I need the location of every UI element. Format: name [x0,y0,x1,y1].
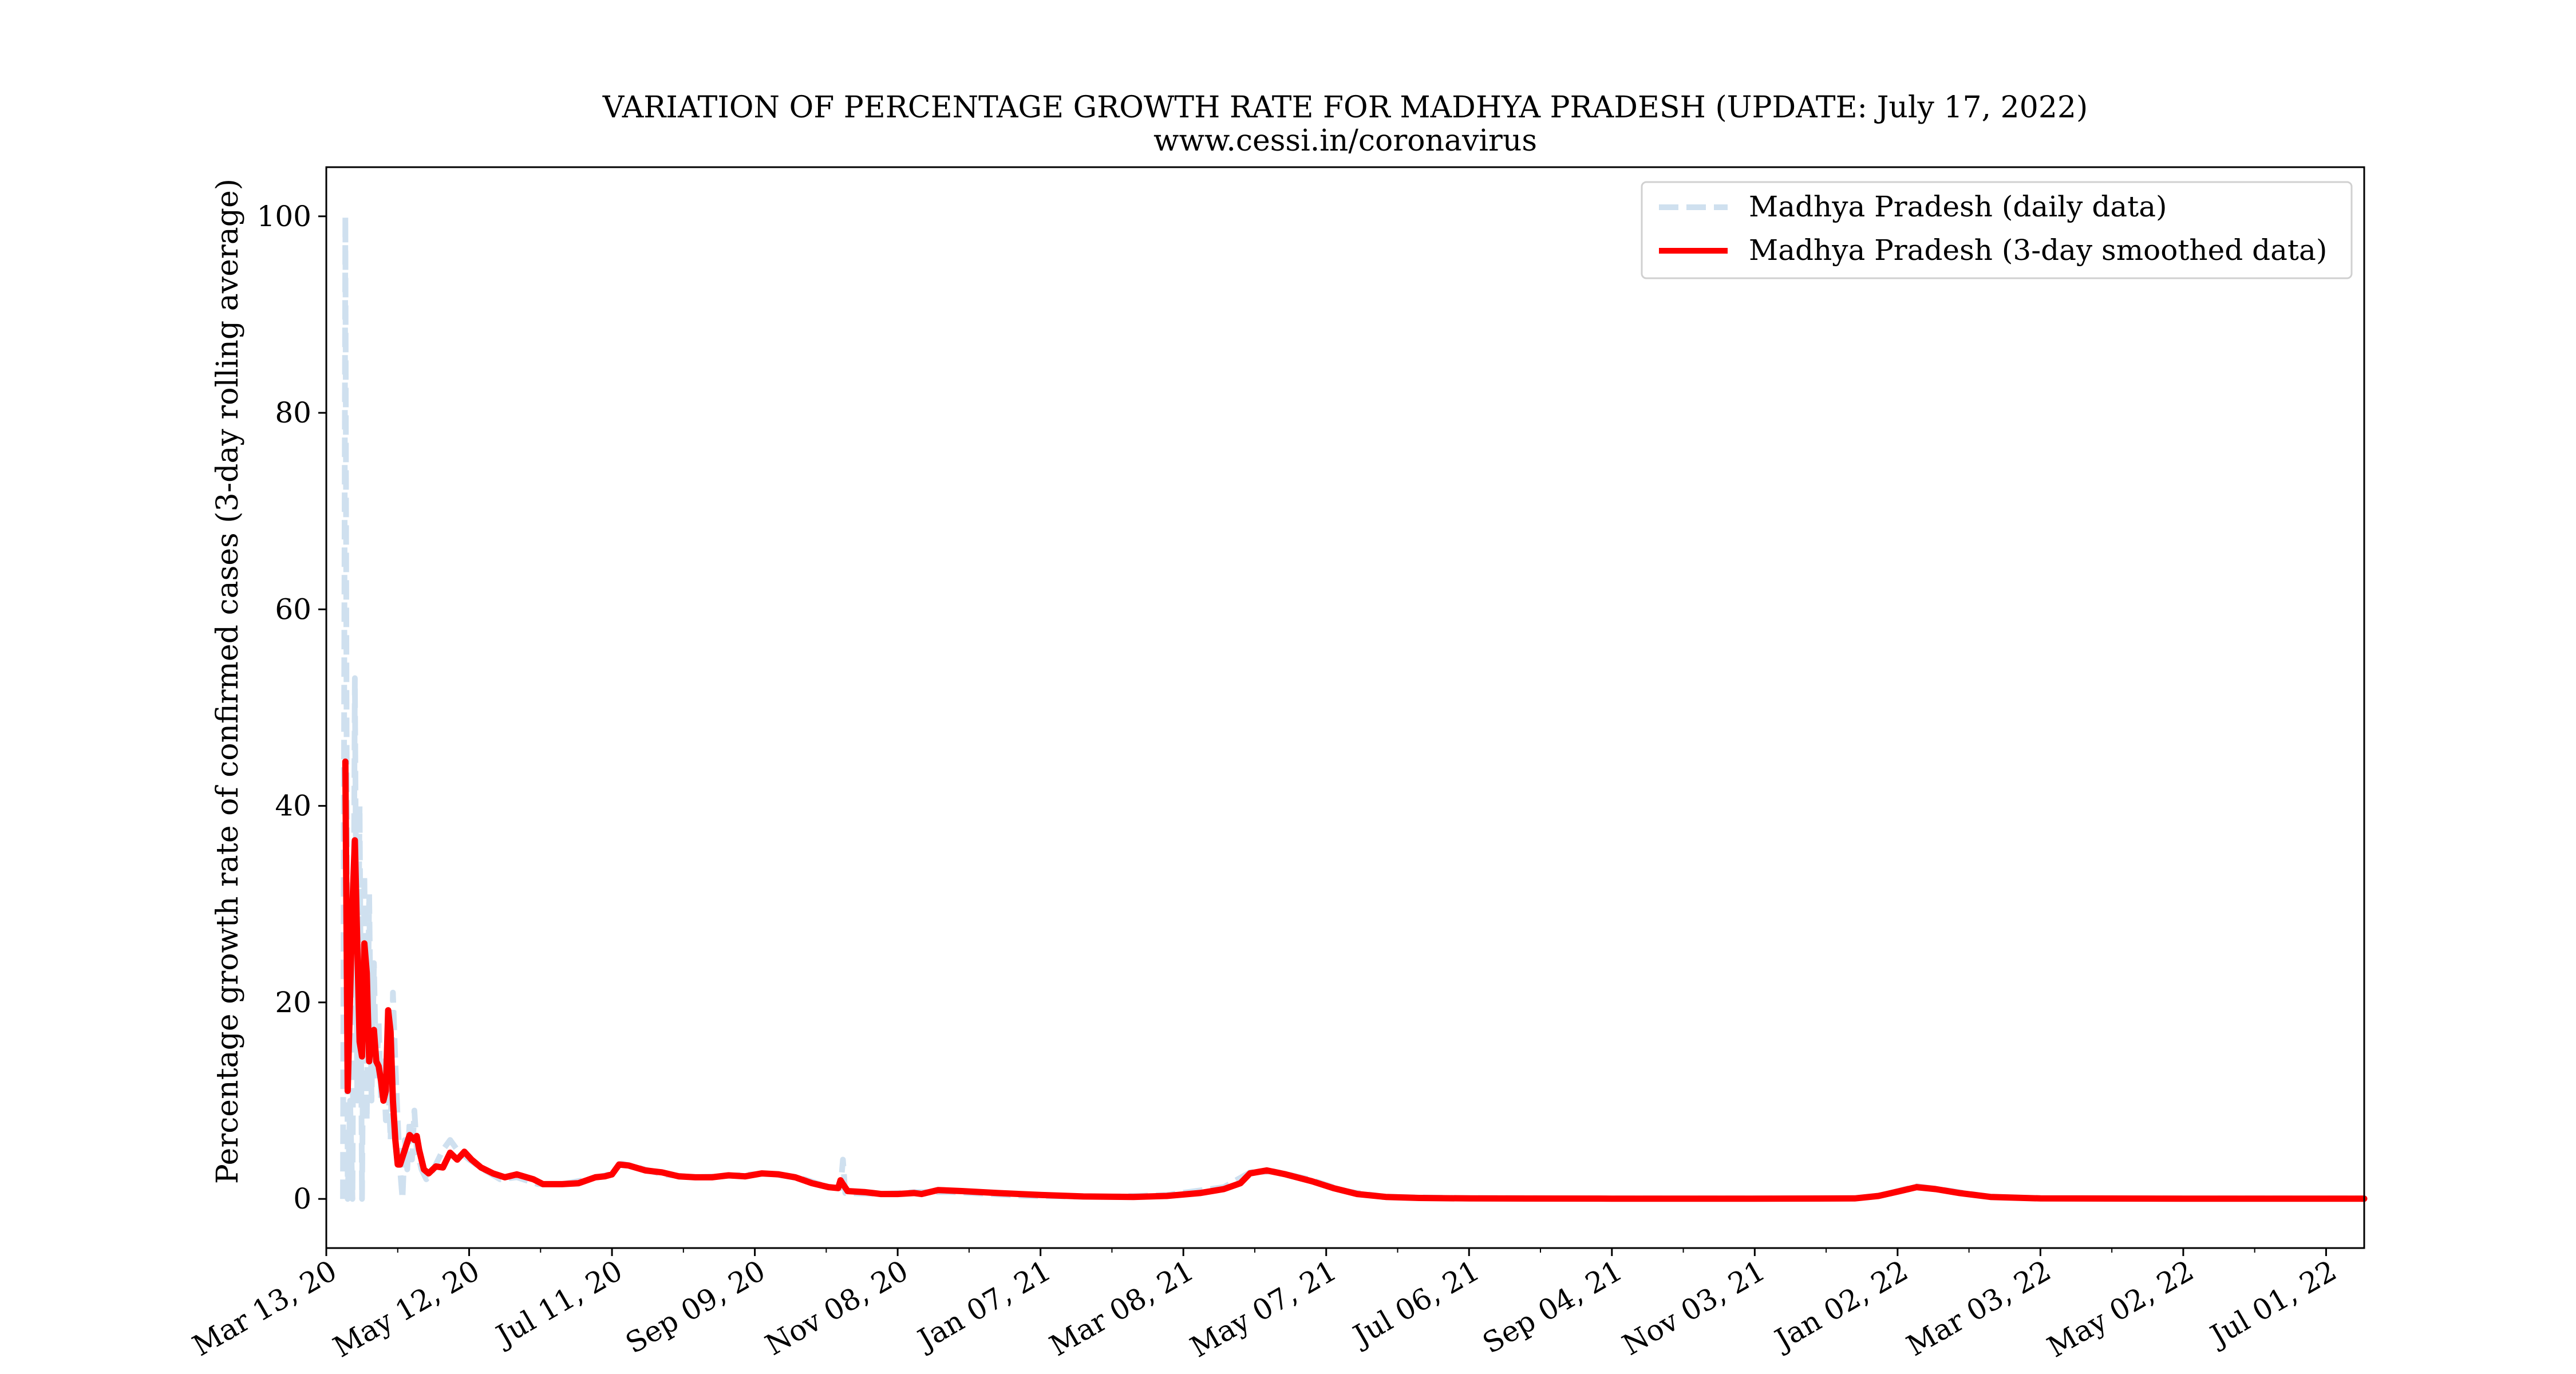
y-axis-label: Percentage growth rate of confirmed case… [211,179,245,1184]
plot-frame [325,166,2365,1249]
y-tick-label: 80 [275,396,311,429]
y-tick-label: 40 [275,789,311,823]
y-axis: 0 20 40 60 80 100 [257,200,326,1215]
legend: Madhya Pradesh (daily data) Madhya Prade… [1641,181,2353,279]
y-tick-label: 0 [293,1182,311,1215]
series-layer [340,213,2368,1202]
y-tick-label: 60 [275,593,311,626]
chart-subtitle: www.cessi.in/coronavirus [1153,124,1537,158]
chart-title: VARIATION OF PERCENTAGE GROWTH RATE FOR … [602,90,2088,125]
legend-label-daily: Madhya Pradesh (daily data) [1749,190,2167,223]
legend-box [1641,181,2353,279]
y-tick-label: 100 [257,200,311,233]
series-line-smoothed [342,758,2368,1202]
legend-label-smoothed: Madhya Pradesh (3-day smoothed data) [1749,234,2327,267]
y-tick-label: 20 [275,986,311,1019]
